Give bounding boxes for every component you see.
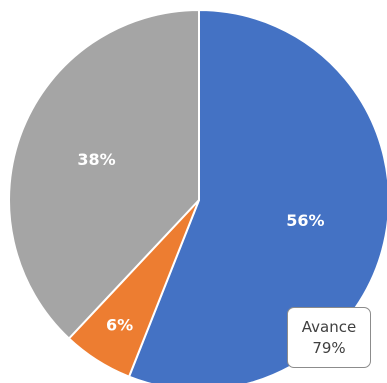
pie-data-labels: 56% 6% 38% [77,150,324,335]
data-label-2: 6% [106,316,133,335]
data-label-1: 56% [286,211,324,230]
data-label-3: 38% [77,150,115,169]
pie-slice-1 [127,8,387,383]
annotation-name: Avance [301,317,357,336]
pie-slice-3 [8,8,200,340]
annotation-callout: Avance 79% [287,307,371,368]
annotation-value: 79% [312,338,346,357]
pie-slices [8,8,387,383]
